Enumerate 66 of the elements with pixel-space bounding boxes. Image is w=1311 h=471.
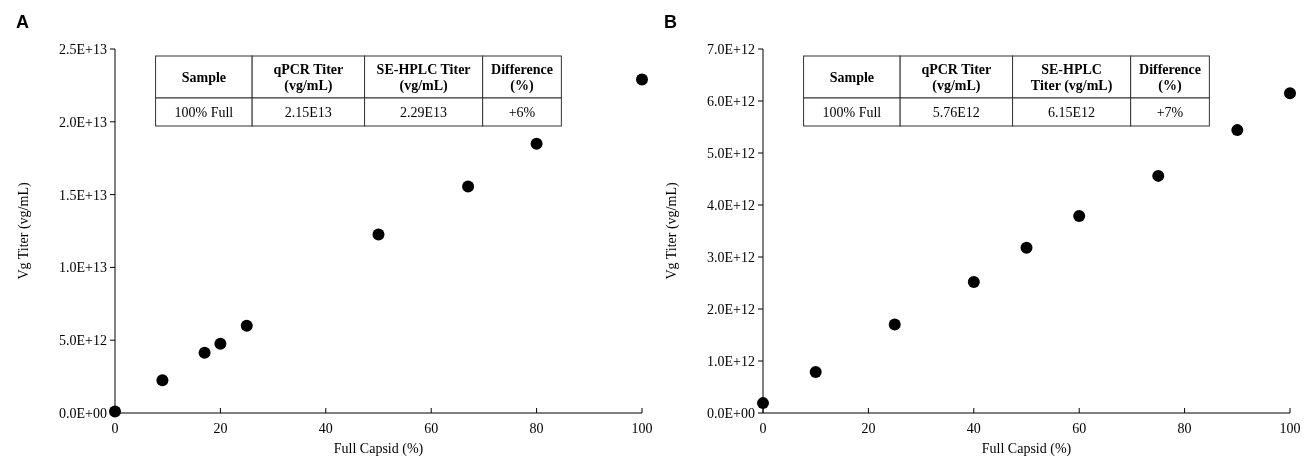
point xyxy=(888,318,901,331)
x-tick-label: 80 xyxy=(1177,421,1192,436)
point xyxy=(636,73,648,86)
x-tick-label: 60 xyxy=(424,421,439,436)
point xyxy=(214,337,227,350)
x-tick-label: 60 xyxy=(1072,421,1087,436)
annotation: Difference (%) xyxy=(1139,61,1201,94)
annotation: Sample xyxy=(181,69,227,85)
point xyxy=(809,365,822,378)
annotation: SE-HPLC Titer (vg/mL) xyxy=(376,61,471,94)
annotation: 100% Full xyxy=(822,104,882,120)
x-tick-label: 40 xyxy=(966,421,981,436)
x-tick-label: 0 xyxy=(759,421,767,436)
point xyxy=(967,275,980,288)
point xyxy=(372,228,385,241)
y-tick-label: 2.0E+13 xyxy=(59,114,107,130)
y-tick-label: 2.5E+13 xyxy=(59,41,107,57)
annotation: Sample xyxy=(829,69,875,85)
annotation: 2.15E13 xyxy=(284,104,332,120)
x-axis-title: Full Capsid (%) xyxy=(333,441,424,457)
x-axis-title: Full Capsid (%) xyxy=(981,441,1072,457)
point xyxy=(1152,169,1165,182)
y-tick-label: 4.0E+12 xyxy=(707,197,755,213)
point xyxy=(1073,209,1086,222)
x-tick-label: 100 xyxy=(631,421,653,436)
y-tick-label: 6.0E+12 xyxy=(707,93,755,109)
point xyxy=(462,180,475,193)
annotation: 2.29E13 xyxy=(400,104,448,120)
annotation: Difference (%) xyxy=(491,61,553,94)
annotation: 5.76E12 xyxy=(932,104,980,120)
point xyxy=(109,405,121,418)
y-tick-label: 2.0E+12 xyxy=(707,301,755,317)
annotation: +6% xyxy=(508,104,536,120)
y-tick-label: 1.0E+12 xyxy=(707,353,755,369)
x-tick-label: 0 xyxy=(111,421,119,436)
y-tick-label: 0.0E+00 xyxy=(59,405,107,421)
x-tick-label: 20 xyxy=(861,421,876,436)
point xyxy=(198,346,211,359)
y-tick-label: 1.5E+13 xyxy=(59,187,107,203)
y-axis-title: Vg Titer (vg/mL) xyxy=(664,182,680,280)
chart-title: B xyxy=(664,12,677,32)
annotation: qPCR Titer (vg/mL) xyxy=(921,61,992,94)
point xyxy=(757,397,769,410)
annotation: +7% xyxy=(1156,104,1184,120)
y-axis-title: Vg Titer (vg/mL) xyxy=(16,182,32,280)
point xyxy=(156,374,169,387)
annotation: qPCR Titer (vg/mL) xyxy=(273,61,344,94)
point xyxy=(1231,124,1244,137)
x-tick-label: 80 xyxy=(529,421,544,436)
x-tick-label: 100 xyxy=(1279,421,1301,436)
point xyxy=(1284,87,1296,100)
point xyxy=(240,319,253,332)
x-tick-label: 40 xyxy=(318,421,333,436)
y-tick-label: 1.0E+13 xyxy=(59,260,107,276)
annotation: 100% Full xyxy=(174,104,234,120)
x-tick-label: 20 xyxy=(213,421,228,436)
y-tick-label: 7.0E+12 xyxy=(707,41,755,57)
y-tick-label: 5.0E+12 xyxy=(707,145,755,161)
y-tick-label: 0.0E+00 xyxy=(707,405,755,421)
annotation: 6.15E12 xyxy=(1048,104,1096,120)
annotation: SE-HPLC Titer (vg/mL) xyxy=(1030,61,1113,94)
point xyxy=(1020,241,1033,254)
chart-title: A xyxy=(16,12,29,32)
point xyxy=(530,137,543,150)
y-tick-label: 5.0E+12 xyxy=(59,333,107,349)
y-tick-label: 3.0E+12 xyxy=(707,249,755,265)
